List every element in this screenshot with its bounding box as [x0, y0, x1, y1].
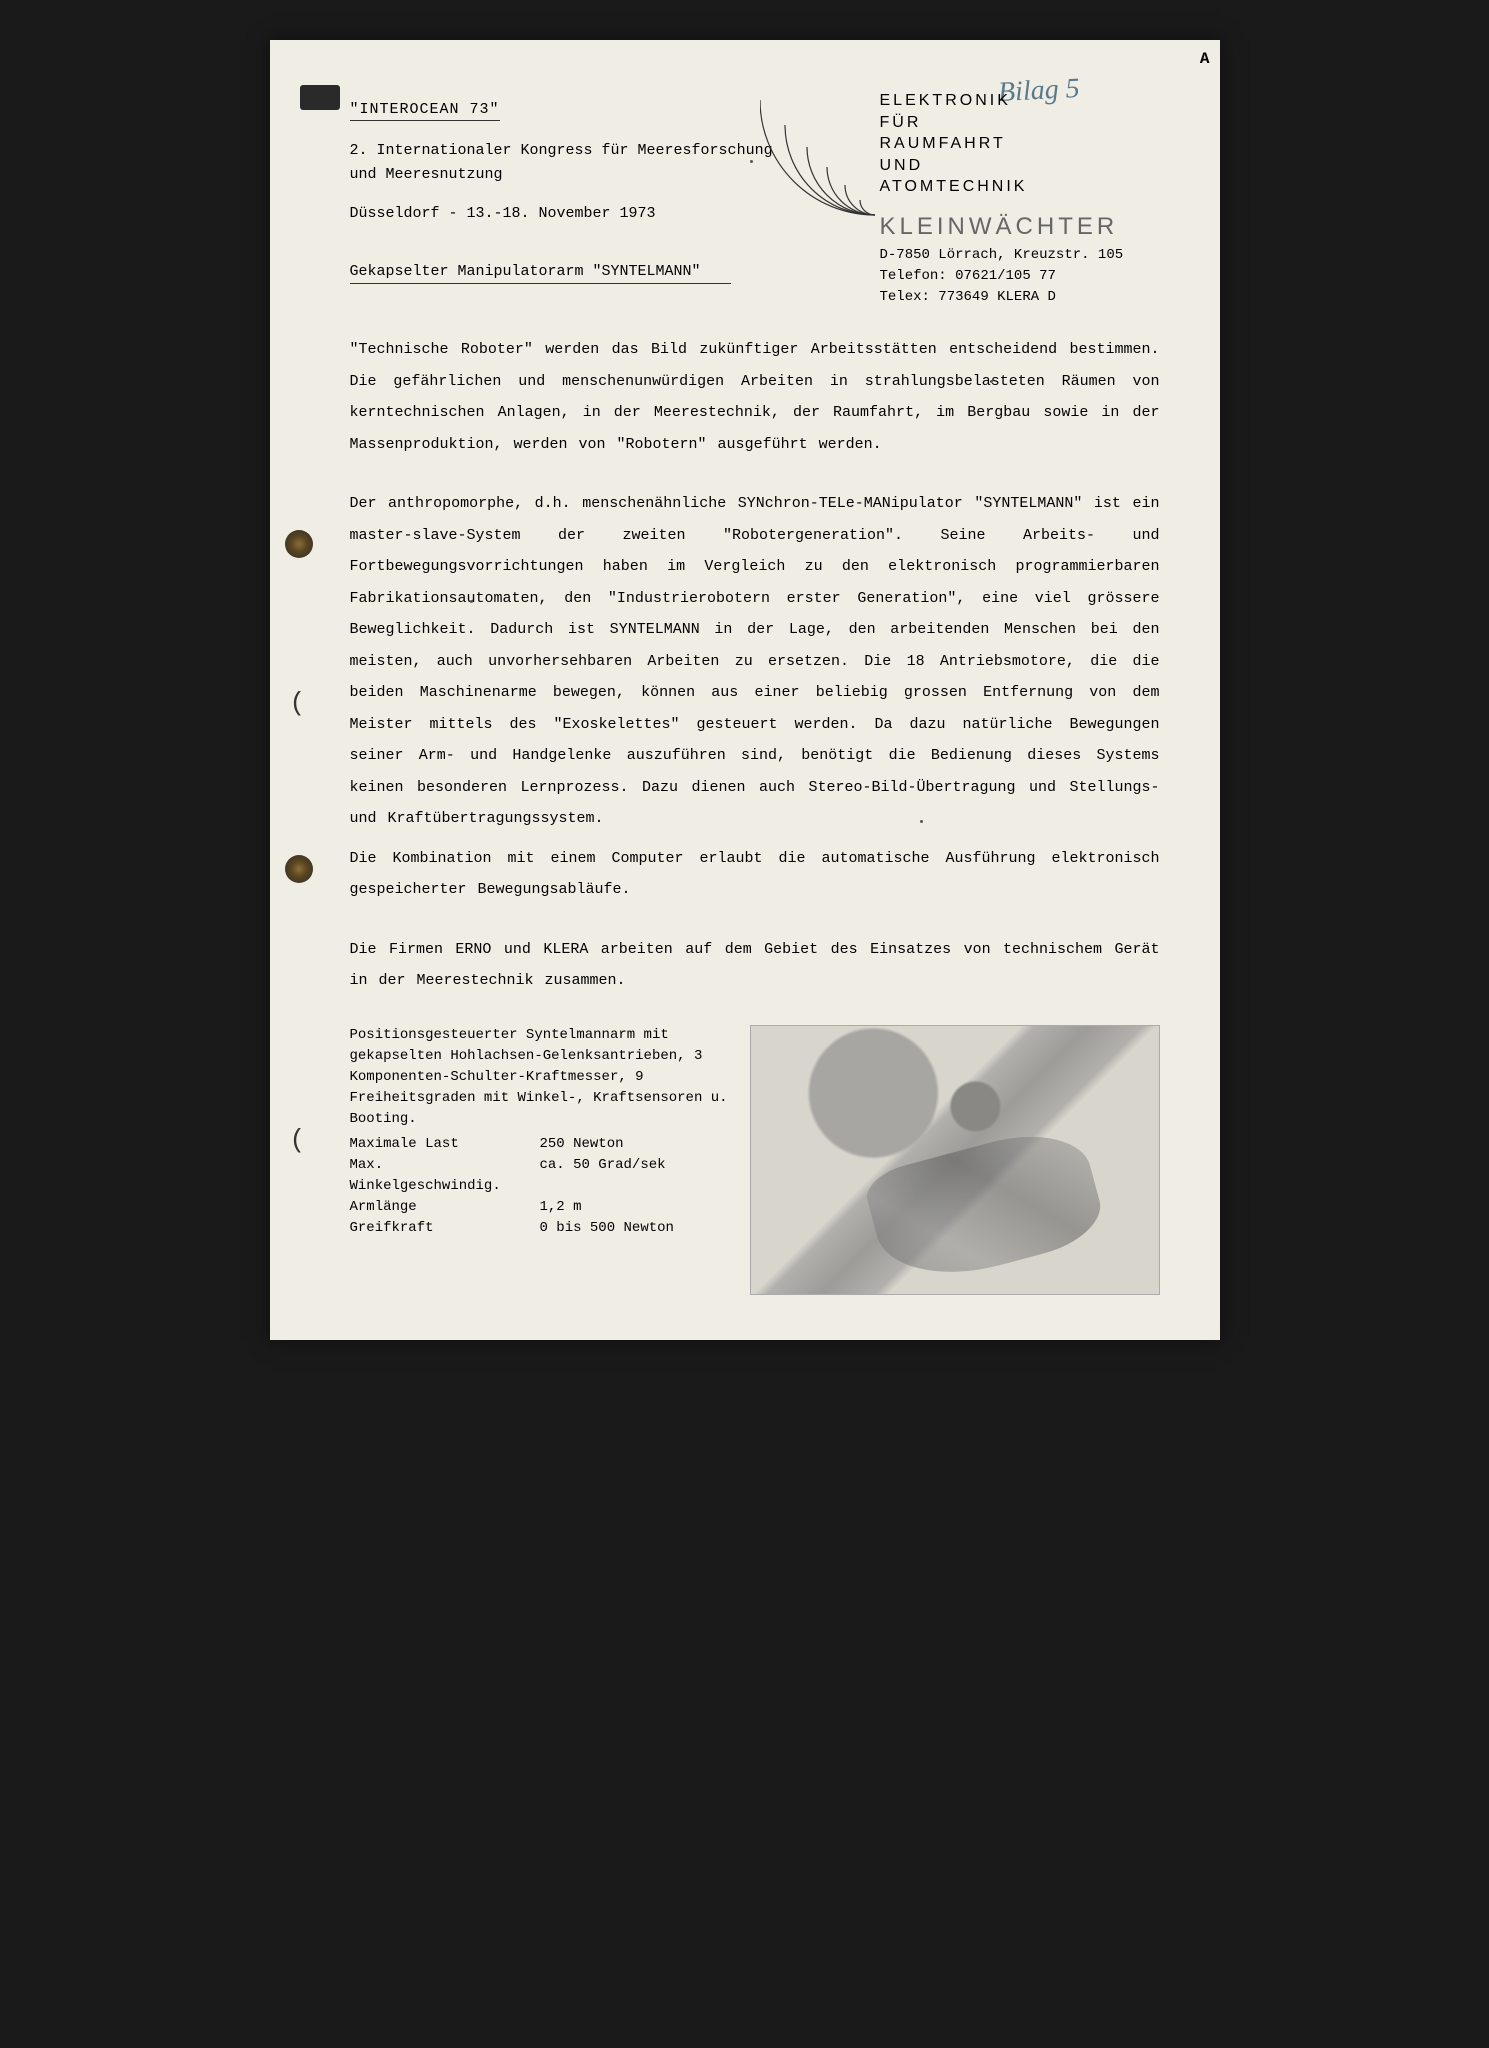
spec-value: 0 bis 500 Newton: [540, 1218, 730, 1239]
logo-text: ELEKTRONIK FÜR RAUMFAHRT UND ATOMTECHNIK: [880, 90, 1160, 198]
margin-paren: (: [290, 1125, 306, 1155]
spec-value: 250 Newton: [540, 1134, 730, 1155]
spec-label: Max. Winkelgeschwindig.: [350, 1155, 540, 1197]
header-row: "INTEROCEAN 73" 2. Internationaler Kongr…: [350, 90, 1160, 314]
document-title: Gekapselter Manipulatorarm "SYNTELMANN": [350, 263, 731, 284]
logo-line: RAUMFAHRT: [880, 133, 1160, 155]
margin-paren: (: [290, 688, 306, 718]
bottom-row: Positionsgesteuerter Syntelmannarm mit g…: [350, 1025, 1160, 1295]
body-paragraph: Die Kombination mit einem Computer erlau…: [350, 843, 1160, 906]
company-logo-block: ELEKTRONIK FÜR RAUMFAHRT UND ATOMTECHNIK…: [790, 90, 1160, 308]
arc-logo-icon: [760, 90, 890, 230]
spec-value: 1,2 m: [540, 1197, 730, 1218]
spec-value: ca. 50 Grad/sek: [540, 1155, 730, 1197]
punch-hole: [285, 855, 313, 883]
page-letter: A: [1200, 50, 1210, 68]
header-left: "INTEROCEAN 73" 2. Internationaler Kongr…: [350, 90, 790, 314]
body-paragraph: Die Firmen ERNO und KLERA arbeiten auf d…: [350, 934, 1160, 997]
robot-arm-photo: [750, 1025, 1160, 1295]
logo-line: FÜR: [880, 112, 1160, 134]
logo-line: ELEKTRONIK: [880, 90, 1160, 112]
punch-hole: [285, 530, 313, 558]
phone-line: Telefon: 07621/105 77: [880, 266, 1160, 287]
logo-line: UND: [880, 155, 1160, 177]
telex-line: Telex: 773649 KLERA D: [880, 287, 1160, 308]
specs-block: Positionsgesteuerter Syntelmannarm mit g…: [350, 1025, 730, 1295]
spec-label: Maximale Last: [350, 1134, 540, 1155]
speckle: [920, 820, 923, 823]
logo-line: ATOMTECHNIK: [880, 176, 1160, 198]
conference-title: "INTEROCEAN 73": [350, 101, 500, 121]
address-line: D-7850 Lörrach, Kreuzstr. 105: [880, 245, 1160, 266]
body-paragraph: Der anthropomorphe, d.h. menschenähnlich…: [350, 488, 1160, 835]
conference-date: Düsseldorf - 13.-18. November 1973: [350, 205, 790, 222]
spec-label: Armlänge: [350, 1197, 540, 1218]
speckle: [750, 160, 753, 163]
specs-table: Maximale Last 250 Newton Max. Winkelgesc…: [350, 1134, 730, 1239]
specs-intro: Positionsgesteuerter Syntelmannarm mit g…: [350, 1025, 730, 1130]
spec-label: Greifkraft: [350, 1218, 540, 1239]
body-paragraph: "Technische Roboter" werden das Bild zuk…: [350, 334, 1160, 460]
document-page: ( ( A "INTEROCEAN 73" 2. Internationaler…: [270, 40, 1220, 1340]
company-address: D-7850 Lörrach, Kreuzstr. 105 Telefon: 0…: [880, 245, 1160, 308]
conference-subtitle: 2. Internationaler Kongress für Meeresfo…: [350, 139, 790, 187]
header-right: Bilag 5 ELEKTRONIK FÜR RAUMFAHRT: [790, 90, 1160, 308]
speckle: [470, 600, 473, 603]
speckle: [990, 380, 993, 383]
company-name: KLEINWÄCHTER: [880, 213, 1160, 241]
